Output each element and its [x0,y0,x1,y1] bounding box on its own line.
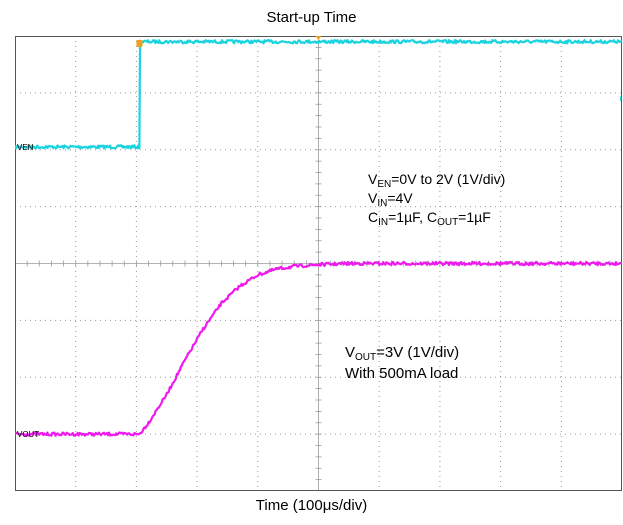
annotation-en: VEN=0V to 2V (1V/div) VIN=4V CIN=1µF, CO… [368,170,506,228]
trace-ven [15,38,622,150]
channel-labels: VEN VOUT [17,143,39,439]
markers [136,36,622,102]
horizontal-position-marker [315,36,322,40]
channel-label-ven: VEN [17,143,34,152]
traces [15,38,622,437]
annotation-en-line2: VIN=4V [368,190,413,209]
trace-vout [15,260,622,437]
trigger-marker [136,40,143,47]
annotation-out: VOUT=3V (1V/div) With 500mA load [345,342,459,384]
annotation-out-line2: With 500mA load [345,365,459,382]
annotation-out-line1: VOUT=3V (1V/div) [345,344,460,363]
chart-title: Start-up Time [266,9,357,26]
oscilloscope-plot: VEN VOUT [15,36,622,491]
annotation-en-line1: VEN=0V to 2V (1V/div) [368,171,506,190]
x-axis-label: Time (100μs/div) [255,497,368,514]
trigger-level-marker [620,95,622,102]
annotation-en-line3: CIN=1µF, COUT=1µF [368,209,491,228]
channel-label-vout: VOUT [17,430,39,439]
